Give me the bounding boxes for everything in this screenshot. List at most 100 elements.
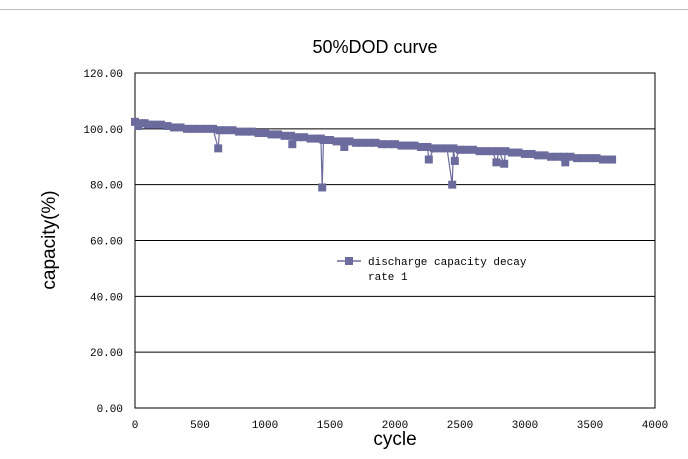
data-point	[287, 131, 295, 140]
data-point	[318, 183, 327, 192]
data-point	[339, 137, 347, 146]
data-point	[424, 155, 433, 164]
data-point	[561, 158, 570, 167]
y-tick-label: 120.00	[83, 69, 123, 81]
data-point	[209, 124, 217, 133]
x-axis-ticks: 0 500 1000 1500 2000 2500 3000 3500 4000	[132, 420, 669, 432]
data-point	[189, 124, 198, 133]
x-tick-label: 0	[132, 420, 139, 432]
data-point	[288, 140, 297, 149]
data-point	[475, 147, 484, 156]
data-point	[248, 127, 256, 136]
data-point	[599, 155, 607, 164]
data-point	[482, 147, 490, 156]
data-point	[495, 147, 503, 156]
data-point	[488, 147, 497, 156]
x-tick-label: 500	[190, 420, 210, 432]
data-point	[157, 120, 165, 129]
y-axis-ticks: 0.00 20.00 40.00 60.00 80.00 100.00 120.00	[83, 69, 123, 416]
data-point	[560, 152, 568, 161]
data-point	[443, 144, 451, 153]
data-point	[566, 152, 575, 161]
data-point	[527, 149, 536, 158]
data-point	[417, 142, 425, 151]
data-point	[436, 144, 445, 153]
plot-area	[134, 72, 656, 409]
data-point	[293, 133, 302, 142]
data-point	[371, 138, 380, 147]
data-point	[500, 159, 509, 168]
data-point	[300, 133, 308, 142]
data-point	[170, 123, 178, 132]
data-point	[306, 134, 315, 143]
data-point	[547, 152, 555, 161]
data-point	[462, 145, 471, 154]
data-point	[573, 154, 581, 163]
data-point	[423, 142, 432, 151]
x-axis-label: cycle	[373, 429, 416, 450]
y-tick-label: 60.00	[90, 237, 123, 249]
data-point	[456, 145, 464, 154]
data-point	[144, 120, 152, 129]
data-point	[448, 180, 457, 189]
chart-title: 50%DOD curve	[312, 37, 437, 57]
y-tick-label: 80.00	[90, 181, 123, 193]
data-point	[540, 151, 549, 160]
x-tick-label: 1000	[252, 420, 278, 432]
data-point	[586, 154, 594, 163]
data-point	[150, 120, 159, 129]
data-point	[450, 156, 459, 165]
data-point	[365, 138, 373, 147]
legend-marker	[345, 257, 353, 265]
data-point	[196, 124, 204, 133]
data-point	[202, 124, 211, 133]
x-tick-label: 4000	[642, 420, 668, 432]
data-point	[241, 127, 250, 136]
data-point	[352, 138, 360, 147]
data-point	[280, 131, 289, 140]
data-point	[340, 142, 349, 151]
data-point	[553, 152, 562, 161]
data-point	[608, 155, 617, 164]
data-point	[222, 126, 230, 135]
data-point	[215, 126, 224, 135]
data-point	[274, 130, 282, 139]
data-point	[397, 141, 406, 150]
x-tick-label: 3500	[577, 420, 603, 432]
y-tick-label: 40.00	[90, 292, 123, 304]
data-point	[326, 136, 334, 144]
data-point	[579, 154, 588, 163]
data-point	[228, 126, 237, 135]
gridlines	[135, 128, 655, 353]
data-point	[508, 148, 516, 157]
data-point	[384, 140, 393, 149]
top-divider	[0, 9, 688, 10]
data-point	[267, 130, 276, 139]
data-point	[183, 124, 191, 133]
data-point	[131, 117, 139, 126]
x-tick-label: 2000	[382, 420, 408, 432]
data-point	[176, 123, 185, 132]
data-point	[358, 138, 367, 147]
x-tick-label: 3000	[512, 420, 538, 432]
data-point	[449, 144, 458, 153]
legend-label: discharge capacity decay rate 1	[368, 257, 527, 284]
x-tick-label: 2500	[447, 420, 473, 432]
data-point	[492, 158, 501, 167]
data-point	[235, 127, 243, 136]
data-point	[534, 151, 542, 160]
data-point	[163, 122, 172, 131]
y-tick-label: 20.00	[90, 348, 123, 360]
y-tick-label: 100.00	[83, 125, 123, 137]
y-tick-label: 0.00	[97, 404, 123, 416]
data-point	[430, 144, 438, 153]
legend: discharge capacity decay rate 1	[337, 257, 527, 284]
data-point	[410, 141, 419, 150]
data-point	[391, 140, 399, 149]
data-point	[514, 148, 523, 157]
data-point	[501, 147, 510, 156]
series-layer	[131, 117, 617, 192]
data-point	[261, 129, 269, 138]
y-axis-label: capacity(%)	[39, 190, 60, 289]
